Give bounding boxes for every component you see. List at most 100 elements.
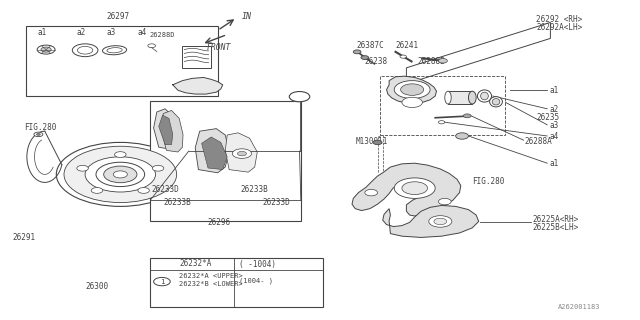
Bar — [182, 46, 211, 68]
Polygon shape — [352, 163, 461, 216]
Circle shape — [394, 178, 435, 198]
Ellipse shape — [468, 91, 476, 104]
Text: 26241: 26241 — [396, 41, 419, 50]
Bar — [380, 76, 505, 135]
Polygon shape — [406, 22, 550, 84]
Text: 26233B: 26233B — [241, 185, 268, 194]
Text: a3: a3 — [106, 28, 115, 36]
Circle shape — [373, 140, 382, 145]
Circle shape — [154, 277, 170, 286]
Circle shape — [115, 152, 126, 157]
Text: a4: a4 — [549, 132, 558, 141]
Text: a1: a1 — [549, 86, 558, 95]
Text: 26300: 26300 — [86, 282, 109, 291]
Bar — [26, 26, 218, 96]
Text: 26296: 26296 — [207, 218, 230, 227]
Circle shape — [96, 162, 145, 187]
Circle shape — [138, 188, 149, 193]
Bar — [150, 101, 301, 221]
Polygon shape — [159, 115, 173, 145]
Circle shape — [394, 81, 430, 99]
Polygon shape — [387, 76, 436, 104]
Text: IN: IN — [241, 12, 252, 20]
Text: 26387C: 26387C — [356, 41, 384, 50]
Circle shape — [36, 133, 40, 135]
Text: 26233D: 26233D — [152, 185, 179, 194]
Text: a1: a1 — [549, 159, 558, 168]
Text: 26292A<LH>: 26292A<LH> — [536, 23, 582, 32]
Text: 26292 <RH>: 26292 <RH> — [536, 15, 582, 24]
Text: 26233B: 26233B — [163, 198, 191, 207]
Ellipse shape — [107, 48, 122, 53]
Text: 26225A<RH>: 26225A<RH> — [532, 215, 579, 224]
Circle shape — [152, 165, 164, 171]
Text: 26235: 26235 — [536, 113, 559, 122]
Ellipse shape — [490, 97, 502, 107]
Text: 26232*A: 26232*A — [179, 260, 212, 268]
Polygon shape — [154, 109, 174, 149]
Bar — [448, 91, 472, 104]
Circle shape — [64, 146, 177, 203]
Text: 26232*A <UPPER>: 26232*A <UPPER> — [179, 273, 243, 279]
Text: 26288A: 26288A — [525, 137, 552, 146]
Text: A262001183: A262001183 — [558, 304, 600, 310]
Text: 26238: 26238 — [365, 57, 388, 66]
Polygon shape — [225, 133, 257, 172]
Text: 26297: 26297 — [107, 12, 130, 21]
Ellipse shape — [445, 91, 451, 104]
Circle shape — [434, 218, 447, 225]
Circle shape — [402, 182, 428, 195]
Text: FIG.280: FIG.280 — [472, 177, 504, 186]
Bar — [150, 258, 323, 307]
Text: a3: a3 — [549, 121, 558, 130]
Circle shape — [438, 198, 451, 205]
Text: 26291: 26291 — [13, 233, 36, 242]
Circle shape — [400, 55, 406, 58]
Polygon shape — [173, 77, 223, 94]
Circle shape — [402, 97, 422, 108]
Text: a2: a2 — [549, 105, 558, 114]
Text: 1: 1 — [297, 92, 302, 101]
Circle shape — [41, 47, 51, 52]
Text: a1: a1 — [38, 28, 47, 36]
Text: (1004- ): (1004- ) — [239, 278, 273, 284]
Text: 26288B: 26288B — [417, 57, 445, 66]
Polygon shape — [383, 205, 479, 237]
Ellipse shape — [477, 90, 492, 102]
Circle shape — [438, 121, 445, 124]
Circle shape — [77, 165, 88, 171]
Circle shape — [361, 56, 369, 60]
Text: M130011: M130011 — [356, 137, 388, 146]
Circle shape — [72, 44, 98, 57]
Circle shape — [463, 114, 471, 118]
Ellipse shape — [481, 92, 488, 100]
Ellipse shape — [102, 46, 127, 55]
Circle shape — [34, 132, 43, 137]
Text: 1: 1 — [160, 279, 164, 284]
Text: 26233D: 26233D — [262, 198, 290, 207]
Circle shape — [438, 59, 447, 63]
Text: ( -1004): ( -1004) — [239, 260, 276, 268]
Circle shape — [353, 50, 361, 54]
Circle shape — [113, 171, 127, 178]
Circle shape — [56, 142, 184, 206]
Polygon shape — [195, 129, 229, 173]
Circle shape — [85, 157, 156, 192]
Text: 26225B<LH>: 26225B<LH> — [532, 223, 579, 232]
Polygon shape — [202, 137, 227, 170]
Circle shape — [77, 46, 93, 54]
Text: 26232*B <LOWER>: 26232*B <LOWER> — [179, 281, 243, 287]
Ellipse shape — [492, 99, 500, 105]
Text: 26288D: 26288D — [149, 32, 175, 38]
Text: FIG.280: FIG.280 — [24, 123, 57, 132]
Circle shape — [289, 92, 310, 102]
Polygon shape — [161, 110, 183, 152]
Circle shape — [237, 151, 246, 156]
Circle shape — [365, 189, 378, 196]
Circle shape — [456, 133, 468, 139]
Circle shape — [104, 166, 137, 183]
Circle shape — [429, 216, 452, 227]
Circle shape — [148, 44, 156, 48]
Text: FRONT: FRONT — [207, 43, 231, 52]
Circle shape — [232, 149, 252, 158]
